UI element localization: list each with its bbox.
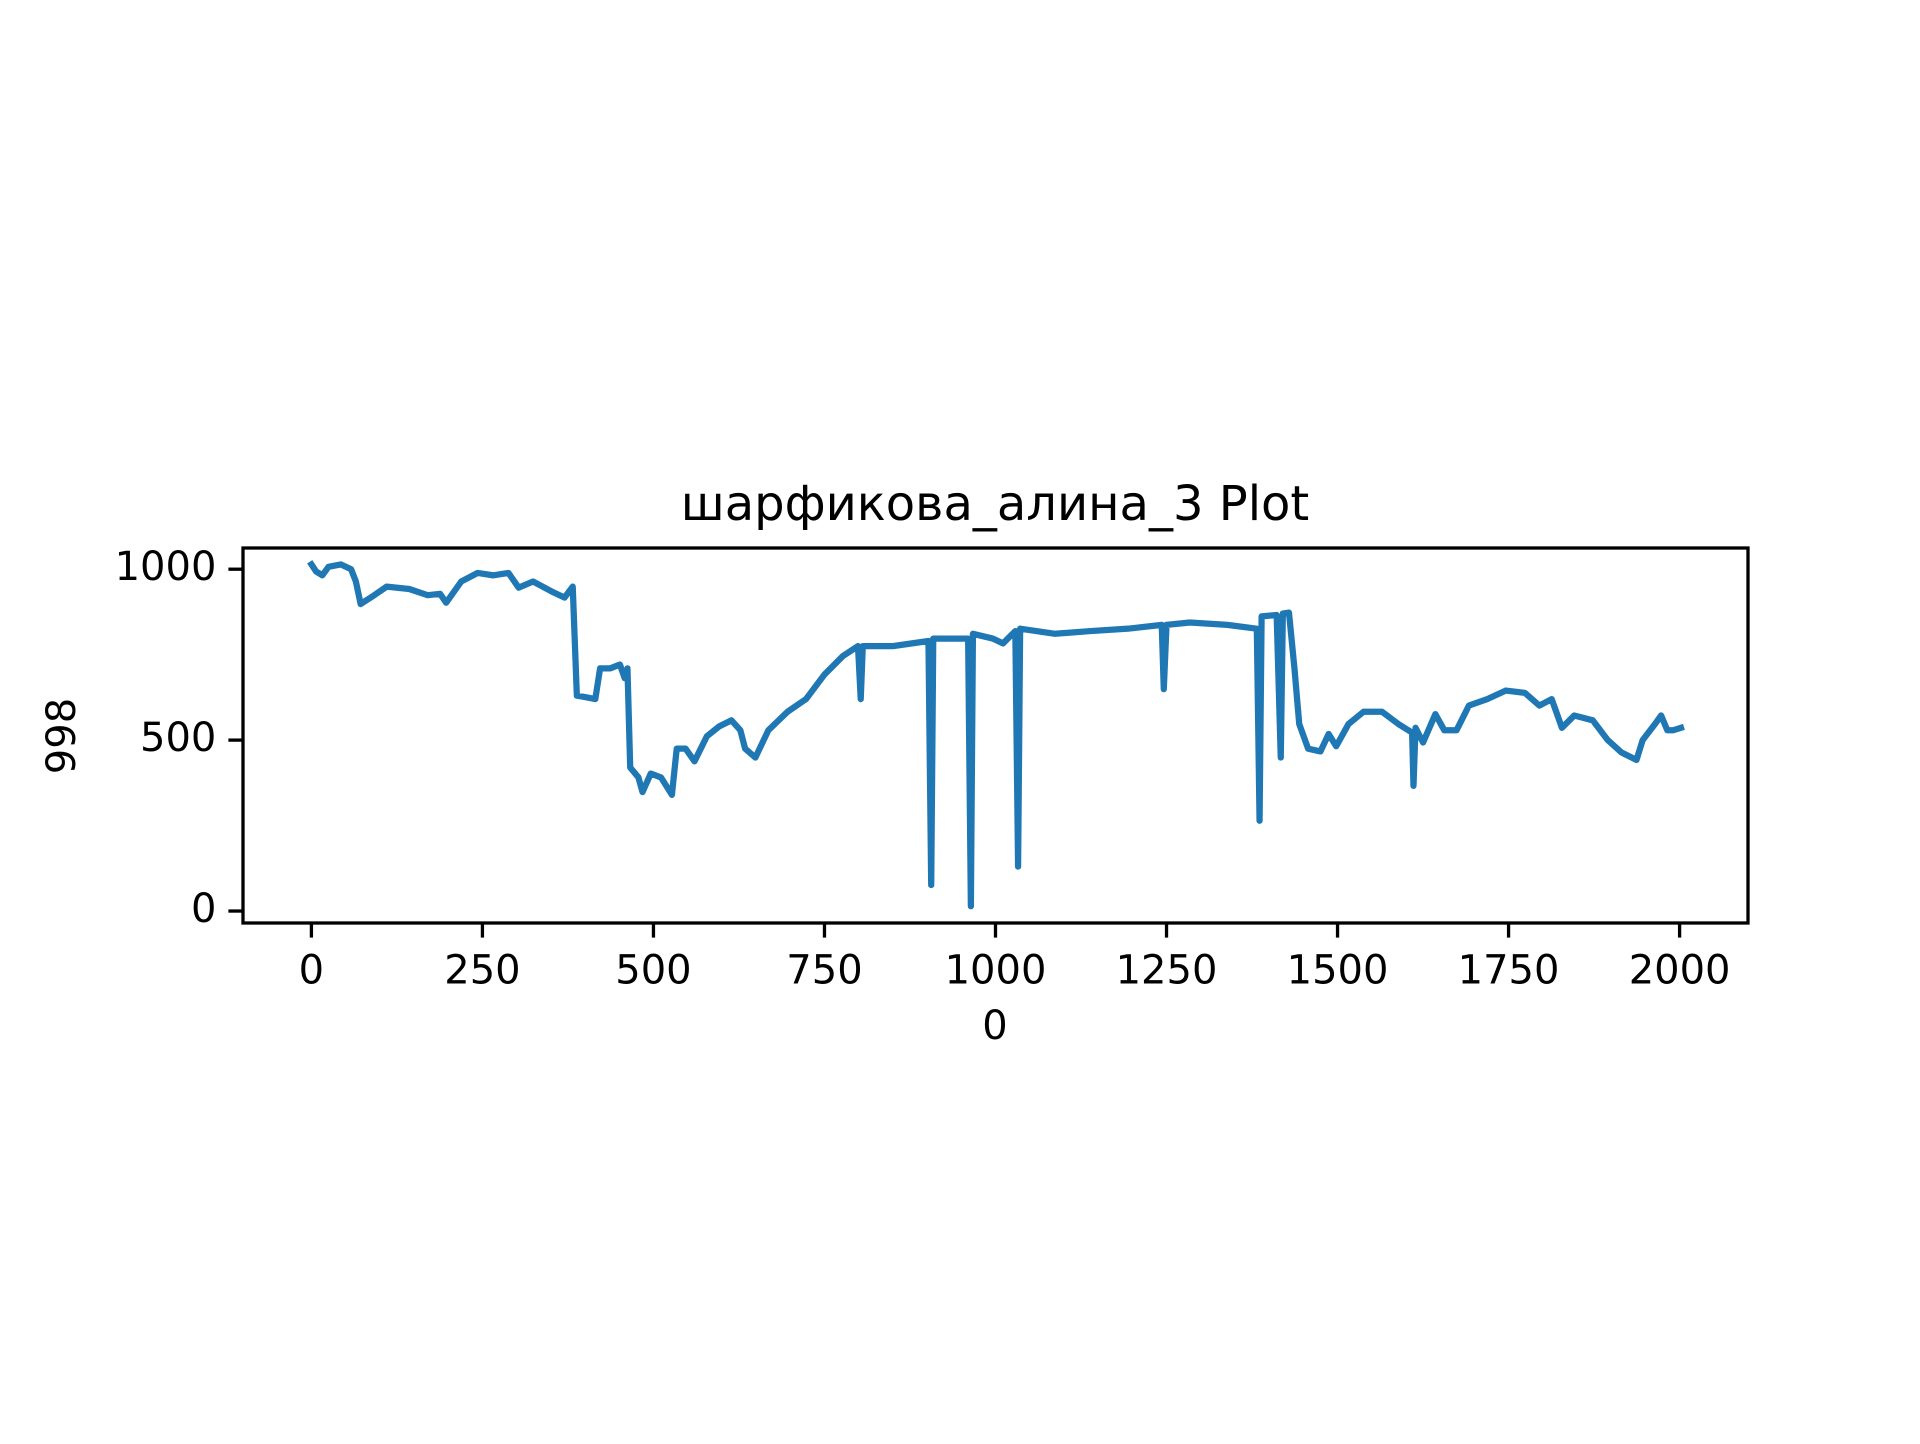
plot-frame <box>241 546 1750 925</box>
x-tick-label: 0 <box>299 948 324 994</box>
x-tick-label: 1000 <box>945 948 1047 994</box>
x-tick-label: 2000 <box>1629 948 1731 994</box>
x-tick-label: 1750 <box>1458 948 1560 994</box>
x-tick-label: 250 <box>444 948 520 994</box>
x-tick-label: 500 <box>615 948 691 994</box>
x-axis-label: 0 <box>982 1003 1007 1049</box>
x-tick-label: 1250 <box>1116 948 1218 994</box>
y-axis-label: 998 <box>39 698 85 774</box>
chart-title: шарфикова_алина_3 Plot <box>681 476 1309 532</box>
y-tick-label: 1000 <box>115 544 217 590</box>
y-tick-label: 500 <box>140 715 216 761</box>
data-line <box>307 560 1685 910</box>
y-tick-label: 0 <box>191 886 216 932</box>
x-tick-label: 1500 <box>1287 948 1389 994</box>
x-tick-label: 750 <box>786 948 862 994</box>
